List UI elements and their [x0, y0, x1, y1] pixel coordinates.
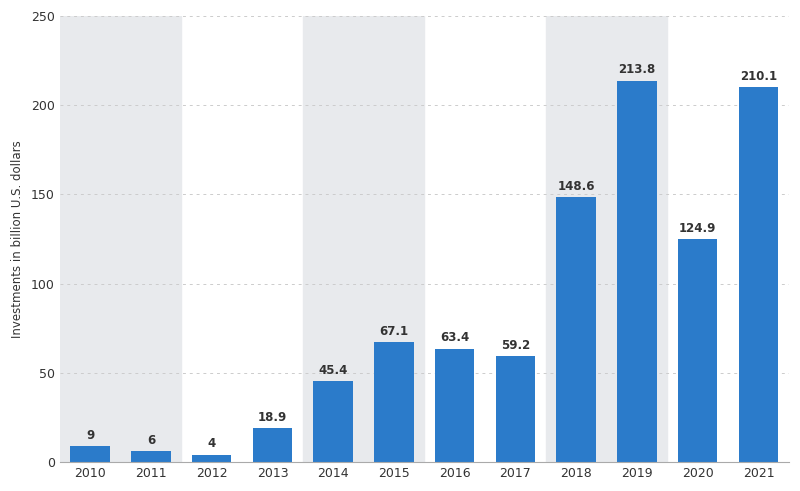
Text: 4: 4: [207, 437, 216, 450]
Y-axis label: Investments in billion U.S. dollars: Investments in billion U.S. dollars: [11, 140, 24, 338]
Text: 6: 6: [147, 434, 155, 447]
Text: 213.8: 213.8: [618, 63, 656, 76]
Bar: [253, 428, 292, 462]
Bar: [678, 239, 718, 462]
Bar: [435, 349, 474, 462]
Bar: [546, 16, 667, 462]
Text: 18.9: 18.9: [258, 411, 287, 424]
Bar: [192, 455, 231, 462]
Bar: [70, 446, 110, 462]
Bar: [60, 16, 182, 462]
Text: 45.4: 45.4: [318, 364, 348, 377]
Bar: [131, 451, 170, 462]
Text: 67.1: 67.1: [379, 325, 409, 338]
Bar: [314, 381, 353, 462]
Bar: [557, 197, 596, 462]
Bar: [374, 342, 414, 462]
Bar: [738, 87, 778, 462]
Text: 9: 9: [86, 429, 94, 441]
Text: 210.1: 210.1: [740, 70, 777, 83]
Bar: [303, 16, 424, 462]
Bar: [618, 81, 657, 462]
Text: 63.4: 63.4: [440, 331, 470, 345]
Text: 124.9: 124.9: [679, 222, 717, 235]
Text: 148.6: 148.6: [558, 180, 595, 192]
Bar: [496, 356, 535, 462]
Text: 59.2: 59.2: [501, 339, 530, 352]
